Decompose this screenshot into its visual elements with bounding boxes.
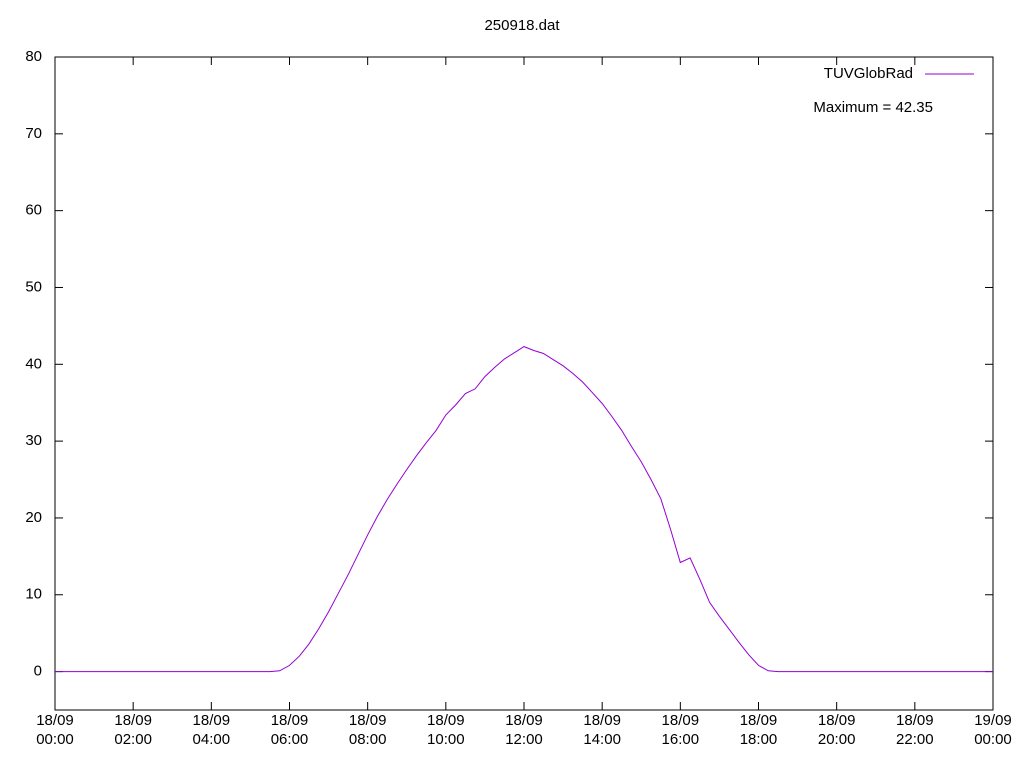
x-tick-label: 18/09 14:00: [583, 712, 621, 748]
x-tick-label: 18/09 08:00: [348, 712, 387, 748]
x-tick-label: 18/09 20:00: [817, 712, 856, 748]
x-tick-label: 18/09 02:00: [114, 712, 152, 748]
y-tick-label: 80: [25, 48, 42, 65]
x-tick-label: 18/09 10:00: [427, 712, 465, 748]
x-tick-label: 18/09 16:00: [661, 712, 700, 748]
x-tick-label: 18/09 04:00: [192, 712, 231, 748]
data-line: [55, 346, 993, 673]
x-tick-label: 18/09 12:00: [505, 712, 543, 748]
annotation: Maximum = 42.35: [813, 99, 933, 116]
y-tick-label: 70: [25, 125, 42, 142]
x-tick-label: 19/09 00:00: [974, 712, 1012, 748]
chart-title: 250918.dat: [484, 17, 560, 34]
y-tick-label: 60: [25, 202, 42, 219]
y-tick-label: 20: [25, 509, 42, 526]
plot-border: [54, 56, 994, 711]
y-tick-label: 10: [25, 586, 42, 603]
x-tick-label: 18/09 00:00: [36, 712, 74, 748]
y-tick-label: 30: [25, 432, 42, 449]
y-tick-label: 50: [25, 278, 42, 295]
x-tick-label: 18/09 18:00: [739, 712, 778, 748]
x-tick-label: 18/09 22:00: [896, 712, 934, 748]
y-tick-label: 0: [34, 663, 42, 680]
legend-label: TUVGlobRad: [824, 65, 913, 82]
y-tick-label: 40: [25, 355, 42, 372]
x-tick-label: 18/09 06:00: [270, 712, 309, 748]
